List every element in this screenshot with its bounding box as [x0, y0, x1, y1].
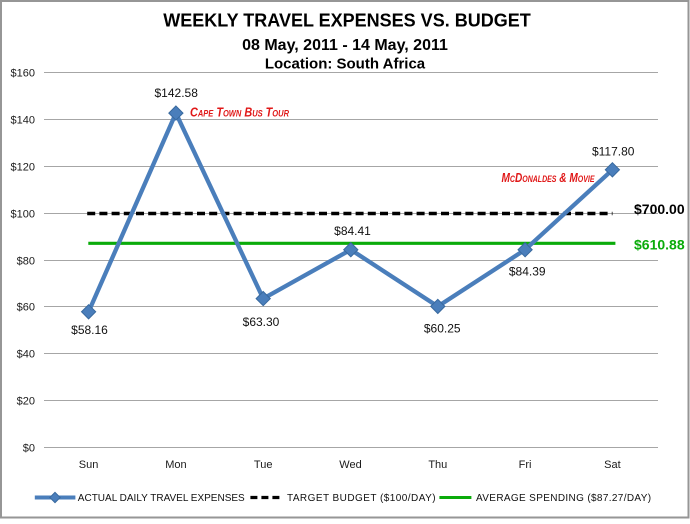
- svg-text:$140: $140: [11, 115, 35, 127]
- svg-text:Cape Town Bus Tour: Cape Town Bus Tour: [190, 105, 289, 120]
- svg-text:$60: $60: [17, 302, 35, 314]
- svg-text:$40: $40: [17, 349, 35, 361]
- svg-text:$63.30: $63.30: [243, 315, 280, 329]
- svg-text:Fri: Fri: [519, 459, 532, 471]
- svg-text:McDonaldes & Movie: McDonaldes & Movie: [502, 170, 596, 185]
- svg-text:08 May, 2011 - 14 May, 2011: 08 May, 2011 - 14 May, 2011: [242, 37, 448, 54]
- svg-text:$80: $80: [17, 256, 35, 268]
- svg-text:$0: $0: [23, 443, 35, 455]
- svg-text:WEEKLY TRAVEL EXPENSES VS. BUD: WEEKLY TRAVEL EXPENSES VS. BUDGET: [163, 11, 530, 31]
- svg-text:Location: South Africa: Location: South Africa: [265, 56, 426, 73]
- svg-text:$117.80: $117.80: [592, 144, 635, 158]
- svg-text:$160: $160: [11, 68, 35, 80]
- svg-text:TARGET BUDGET ($100/DAY): TARGET BUDGET ($100/DAY): [287, 493, 436, 504]
- svg-text:$84.41: $84.41: [334, 224, 371, 238]
- svg-text:$84.39: $84.39: [509, 265, 546, 279]
- svg-text:$60.25: $60.25: [424, 322, 461, 336]
- svg-text:$700.00: $700.00: [634, 201, 685, 217]
- svg-text:$20: $20: [17, 396, 35, 408]
- svg-text:ACTUAL DAILY TRAVEL EXPENSES: ACTUAL DAILY TRAVEL EXPENSES: [78, 493, 245, 504]
- svg-text:Sun: Sun: [79, 459, 99, 471]
- svg-text:$142.58: $142.58: [155, 86, 199, 100]
- svg-text:Thu: Thu: [428, 459, 447, 471]
- svg-text:$610.88: $610.88: [634, 237, 685, 253]
- svg-text:$100: $100: [11, 209, 35, 221]
- svg-text:Mon: Mon: [165, 459, 186, 471]
- svg-text:AVERAGE SPENDING ($87.27/DAY): AVERAGE SPENDING ($87.27/DAY): [476, 493, 651, 504]
- svg-text:Sat: Sat: [604, 459, 621, 471]
- svg-text:Tue: Tue: [254, 459, 273, 471]
- svg-text:$58.16: $58.16: [71, 323, 108, 337]
- svg-text:$120: $120: [11, 162, 35, 174]
- svg-text:Wed: Wed: [339, 459, 361, 471]
